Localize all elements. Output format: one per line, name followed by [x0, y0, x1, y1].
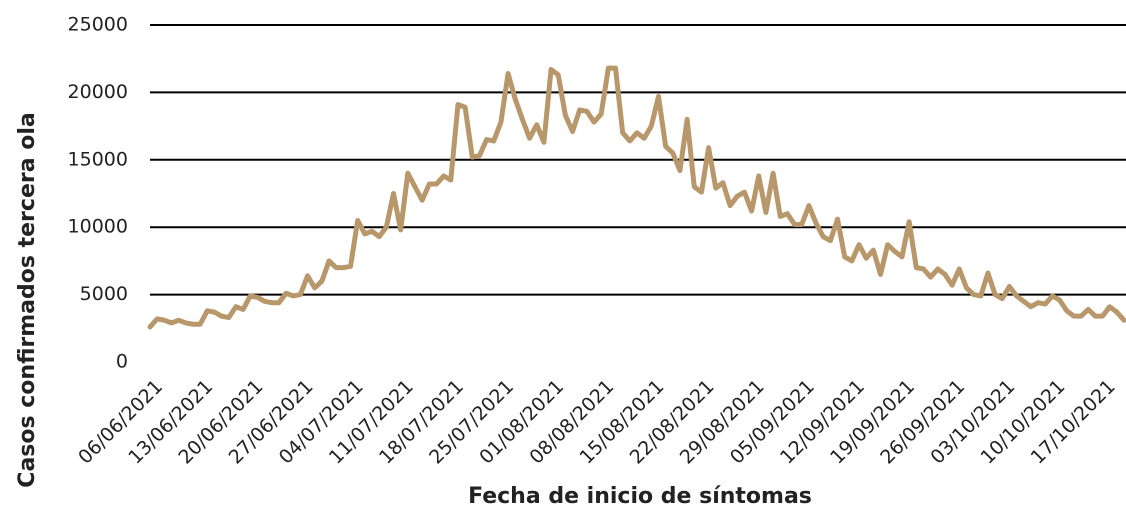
y-tick-label: 10000 [68, 216, 128, 238]
y-tick-label: 0 [116, 351, 128, 373]
y-tick-label: 5000 [80, 283, 128, 305]
y-axis-title: Casos confirmados tercera ola [15, 112, 40, 487]
x-axis-title: Fecha de inicio de síntomas [468, 484, 812, 509]
y-tick-label: 15000 [68, 148, 128, 170]
y-tick-label: 20000 [68, 81, 128, 103]
data-line [147, 65, 1126, 330]
y-tick-label: 25000 [68, 14, 128, 36]
